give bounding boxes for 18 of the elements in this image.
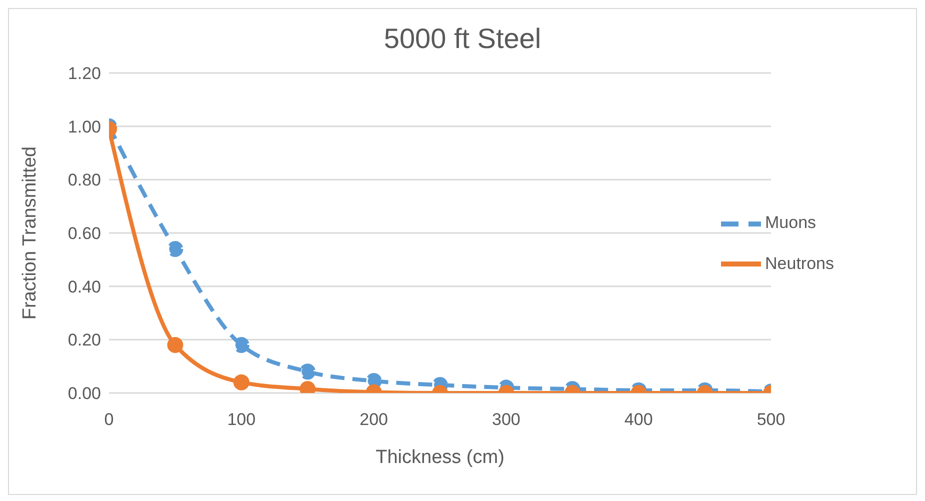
x-tick-label: 100 — [227, 410, 256, 430]
y-tick-label: 0.40 — [68, 277, 101, 296]
x-tick-label: 200 — [360, 410, 388, 430]
y-tick-label: 1.00 — [68, 117, 101, 136]
y-tick-label: 0.80 — [68, 170, 101, 190]
y-axis-title: Fraction Transmitted — [20, 146, 41, 320]
legend-label: Muons — [765, 213, 816, 232]
x-tick-label: 500 — [756, 410, 786, 430]
y-tick-label: 0.20 — [68, 330, 101, 350]
x-tick-label: 0 — [104, 410, 114, 430]
x-tick-label: 400 — [624, 410, 653, 430]
legend-label: Neutrons — [765, 254, 834, 273]
y-tick-label: 0.00 — [68, 384, 101, 404]
y-tick-label: 1.20 — [68, 64, 101, 84]
x-axis-title: Thickness (cm) — [376, 447, 504, 468]
x-tick-label: 300 — [492, 410, 520, 430]
chart-title: 5000 ft Steel — [382, 23, 542, 56]
y-tick-label: 0.60 — [68, 224, 101, 244]
